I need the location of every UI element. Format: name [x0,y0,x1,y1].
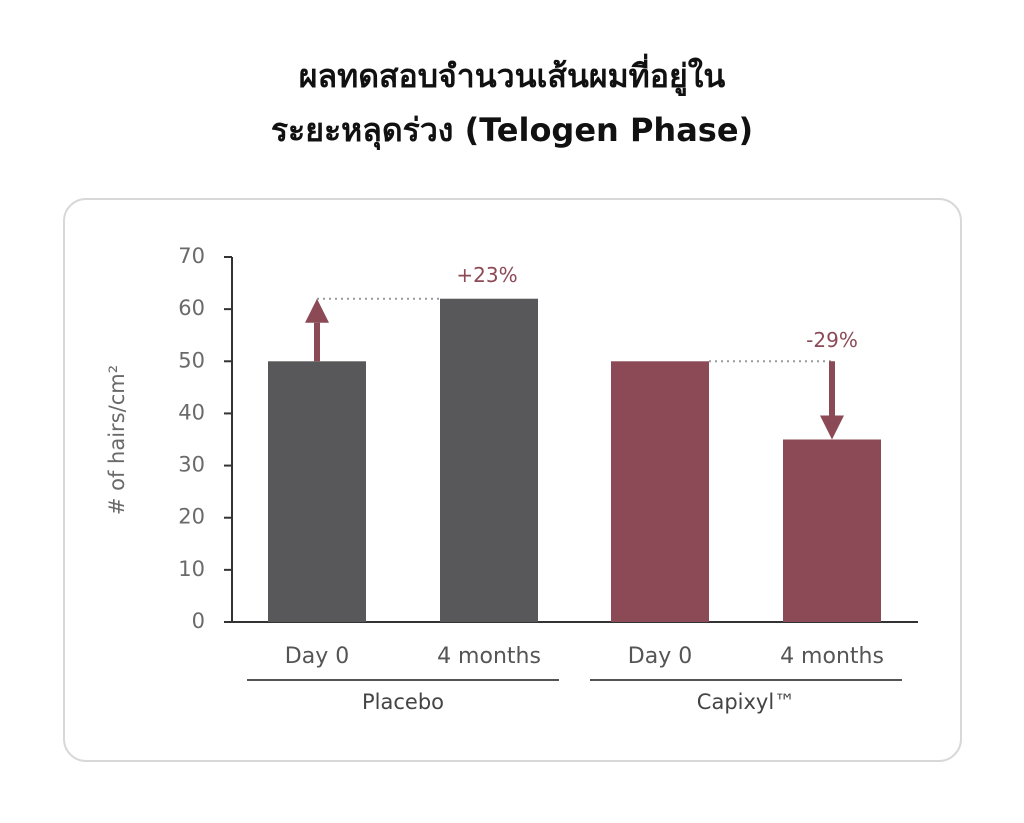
y-tick-label: 50 [178,348,205,372]
x-tick-label: Day 0 [285,644,349,669]
bar [611,361,709,622]
y-axis-label: # of hairs/cm² [105,365,129,515]
y-tick-label: 20 [178,505,205,529]
group-label: Capixyl™ [697,690,795,714]
y-tick-label: 0 [192,609,205,633]
annotation: -29% [806,328,858,352]
chart-title: ระยะหลุดร่วง (Telogen Phase) [271,111,753,151]
x-tick-label: 4 months [780,644,884,669]
x-tick-label: Day 0 [628,644,692,669]
arrow-head [305,298,329,323]
y-tick-label: 40 [178,400,205,424]
annotation: +23% [456,263,517,287]
bar [268,361,366,622]
y-tick-label: 30 [178,453,205,477]
x-tick-label: 4 months [437,644,541,669]
y-tick-label: 60 [178,296,205,320]
group-label: Placebo [362,690,444,714]
y-tick-label: 10 [178,557,205,581]
y-tick-label: 70 [178,244,205,268]
arrow-head [820,415,844,440]
bar [440,298,538,622]
chart-title: ผลทดสอบจำนวนเส้นผมที่อยู่ใน [299,53,726,97]
bar [783,439,881,622]
